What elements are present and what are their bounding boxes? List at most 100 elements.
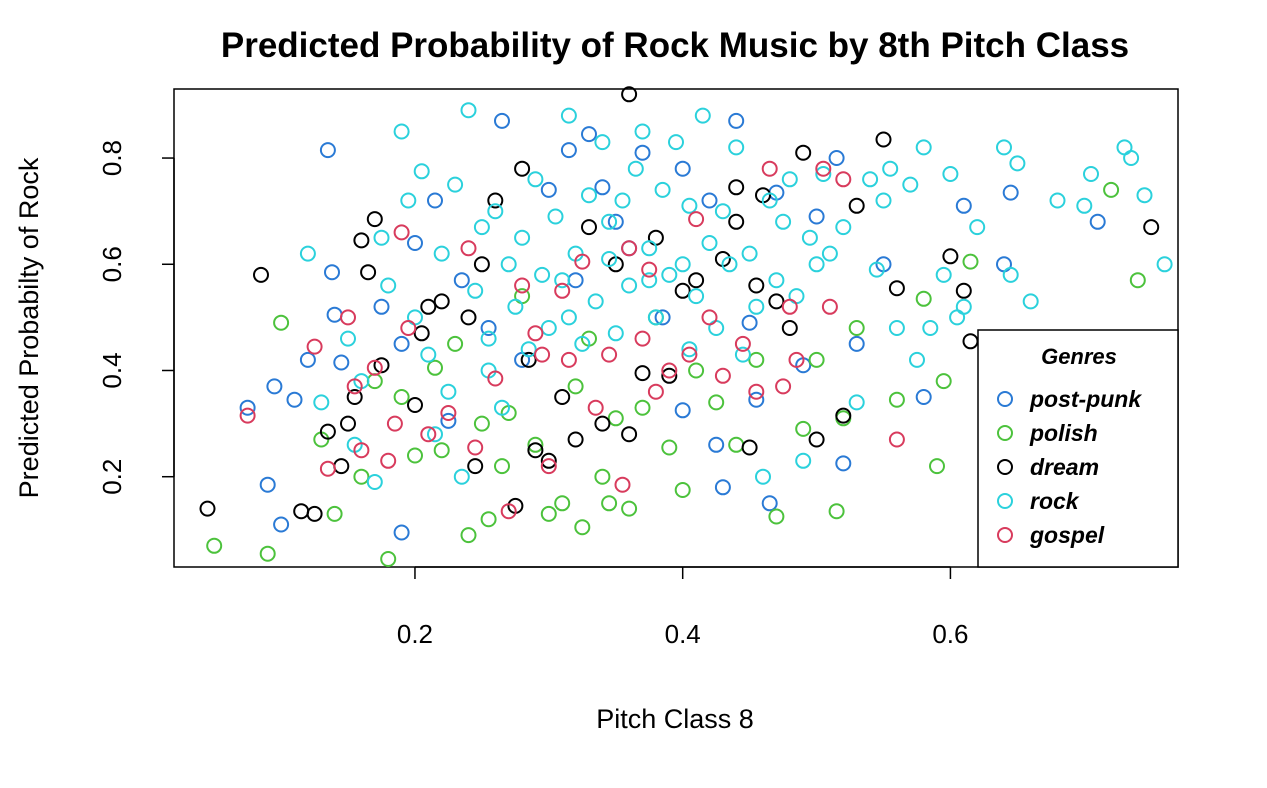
data-point	[540, 458, 557, 475]
data-point	[761, 160, 778, 177]
data-point	[661, 266, 678, 283]
data-point	[540, 181, 557, 198]
data-point	[795, 144, 812, 161]
data-point	[1076, 197, 1093, 214]
data-point	[587, 399, 604, 416]
data-point	[848, 394, 865, 411]
data-point	[661, 439, 678, 456]
data-point	[969, 219, 986, 236]
data-point	[319, 142, 336, 159]
data-point	[875, 131, 892, 148]
data-point	[888, 280, 905, 297]
data-point	[748, 277, 765, 294]
data-point	[888, 431, 905, 448]
data-point	[460, 102, 477, 119]
data-point	[386, 415, 403, 432]
legend-title: Genres	[1041, 344, 1117, 369]
y-axis: 0.2 0.4 0.6 0.8	[97, 140, 175, 495]
data-point	[775, 213, 792, 230]
legend-label: dream	[1030, 454, 1099, 480]
data-point	[621, 86, 638, 103]
data-point	[560, 309, 577, 326]
data-point	[560, 351, 577, 368]
data-point	[407, 397, 423, 413]
data-point	[1083, 166, 1099, 182]
data-point	[507, 298, 524, 315]
data-point	[788, 351, 805, 368]
data-point	[627, 160, 644, 177]
data-point	[393, 224, 410, 241]
data-point	[366, 373, 383, 390]
data-point	[326, 505, 343, 522]
data-point	[614, 192, 631, 209]
data-point	[1156, 256, 1173, 273]
data-point	[487, 192, 504, 209]
data-point	[520, 341, 537, 358]
data-point	[1049, 192, 1066, 209]
data-point	[500, 256, 517, 273]
y-tick-label: 0.2	[97, 459, 127, 495]
data-point	[480, 330, 497, 347]
data-point	[634, 330, 651, 347]
data-point	[574, 519, 591, 536]
series-post-punk	[239, 112, 1106, 541]
legend-label: post-punk	[1029, 386, 1142, 412]
data-point	[514, 229, 531, 246]
data-point	[674, 256, 691, 273]
data-point	[514, 160, 531, 177]
data-point	[473, 256, 490, 273]
data-point	[781, 171, 798, 188]
data-point	[748, 298, 765, 315]
data-point	[708, 394, 725, 411]
data-point	[206, 537, 223, 554]
data-point	[634, 365, 651, 382]
data-point	[353, 232, 370, 249]
data-point	[962, 253, 979, 270]
data-point	[487, 370, 504, 387]
data-point	[621, 426, 638, 443]
data-point	[527, 325, 544, 342]
data-point	[634, 123, 651, 140]
data-point	[614, 476, 631, 493]
legend-label: rock	[1030, 488, 1080, 514]
data-point	[647, 309, 664, 326]
data-point	[996, 256, 1012, 273]
data-point	[306, 338, 323, 355]
data-point	[373, 298, 390, 315]
data-point	[520, 351, 537, 368]
data-point	[701, 309, 718, 326]
data-point	[741, 314, 758, 331]
data-point	[587, 293, 604, 310]
data-point	[567, 431, 584, 448]
data-point	[748, 391, 765, 408]
data-point	[674, 282, 691, 299]
data-point	[527, 171, 544, 188]
data-point	[273, 314, 290, 331]
data-point	[366, 474, 383, 490]
legend-entries: post-punk polish dream rock gospel	[997, 386, 1142, 548]
data-point	[1089, 213, 1106, 230]
legend-label: gospel	[1029, 522, 1105, 548]
data-point	[266, 378, 283, 395]
data-point	[942, 166, 959, 182]
data-point	[795, 452, 812, 469]
data-point	[1123, 150, 1140, 166]
data-point	[1136, 187, 1153, 204]
data-point	[835, 219, 852, 236]
data-point	[581, 219, 597, 236]
data-point	[835, 407, 852, 424]
data-point	[407, 309, 423, 326]
data-point	[634, 144, 651, 161]
data-point	[781, 320, 798, 336]
data-point	[286, 391, 303, 408]
data-point	[594, 179, 611, 196]
data-point	[534, 346, 551, 363]
data-point	[681, 197, 698, 214]
data-point	[641, 240, 658, 257]
data-point	[420, 346, 437, 363]
data-point	[494, 399, 510, 416]
data-point	[634, 399, 651, 416]
data-points	[199, 86, 1173, 567]
data-point	[380, 551, 397, 567]
data-point	[514, 277, 531, 294]
